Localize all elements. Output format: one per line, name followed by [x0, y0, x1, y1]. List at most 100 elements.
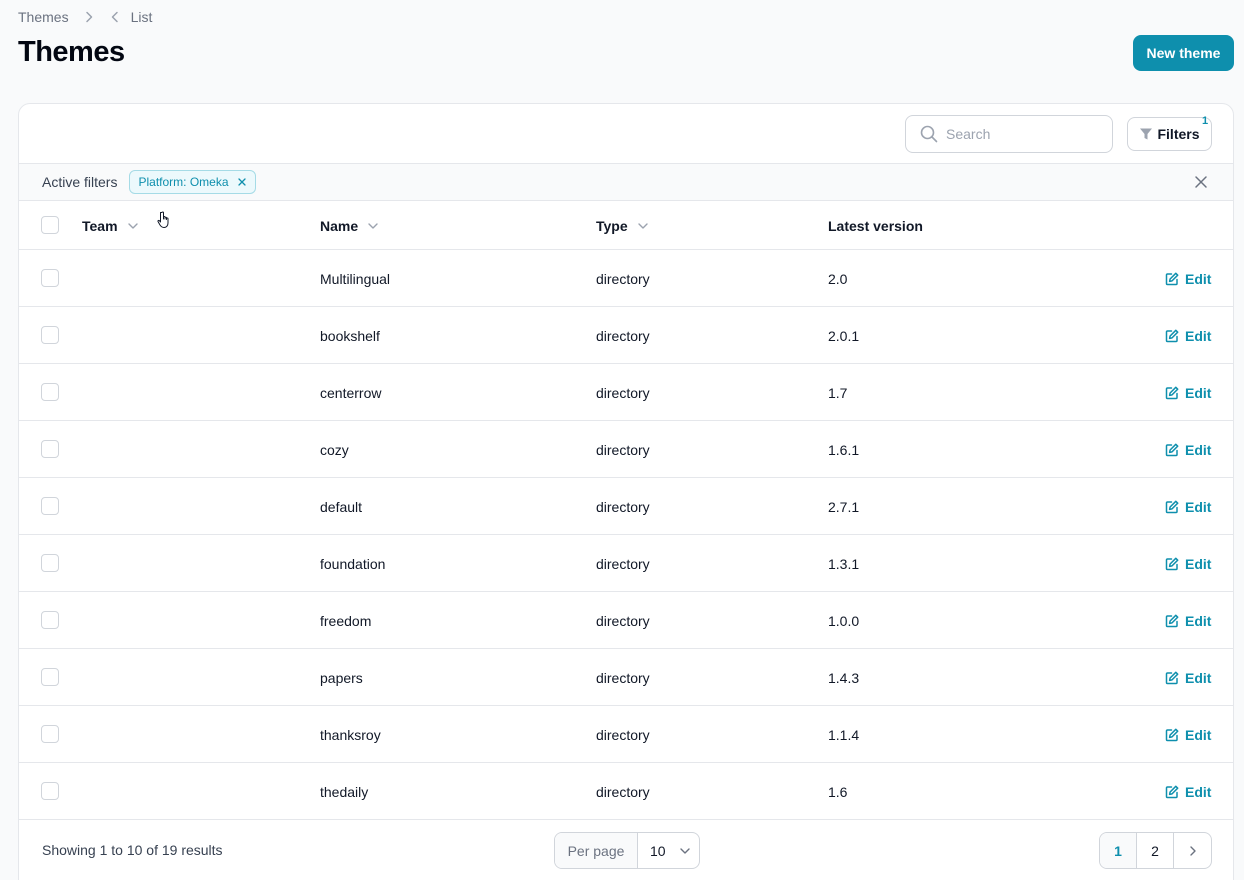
remove-filter-icon[interactable] [237, 177, 247, 187]
edit-label: Edit [1185, 270, 1212, 287]
edit-icon [1165, 386, 1179, 400]
table-header: Team Name Type Latest version [19, 201, 1233, 250]
edit-icon [1165, 443, 1179, 457]
cell-latest-version: 1.0.0 [828, 612, 860, 629]
cell-type: directory [596, 555, 650, 572]
cell-name: cozy [320, 441, 349, 458]
cell-latest-version: 1.1.4 [828, 726, 860, 743]
cell-type: directory [596, 384, 650, 401]
search-input[interactable] [946, 126, 1096, 142]
row-checkbox[interactable] [41, 554, 59, 572]
next-page-button[interactable] [1174, 833, 1211, 868]
page-1-button[interactable]: 1 [1100, 833, 1137, 868]
active-filters-label: Active filters [42, 174, 118, 190]
edit-link[interactable]: Edit [1165, 706, 1211, 763]
table-row: foundation directory 1.3.1 Edit [19, 535, 1233, 592]
cell-name: default [320, 498, 363, 515]
row-checkbox[interactable] [41, 782, 59, 800]
cell-latest-version: 1.6 [828, 783, 848, 800]
breadcrumb-current: List [130, 9, 153, 25]
breadcrumb: Themes List [18, 8, 152, 26]
edit-icon [1165, 614, 1179, 628]
hand-pointer-cursor-icon [157, 211, 173, 229]
select-all-checkbox[interactable] [41, 216, 59, 234]
per-page-select[interactable]: 10 [638, 833, 699, 868]
edit-link[interactable]: Edit [1165, 763, 1211, 820]
table-row: thedaily directory 1.6 Edit [19, 763, 1233, 820]
new-theme-button[interactable]: New theme [1133, 35, 1234, 71]
edit-label: Edit [1185, 612, 1212, 629]
edit-label: Edit [1185, 669, 1212, 686]
row-checkbox[interactable] [41, 725, 59, 743]
column-header-team: Team [82, 217, 118, 234]
filter-chip: Platform: Omeka [129, 170, 256, 194]
chevron-down-icon [678, 844, 692, 858]
chevron-down-icon [366, 219, 380, 233]
row-checkbox[interactable] [41, 668, 59, 686]
chevron-right-icon [1186, 844, 1200, 858]
column-header-latest-version: Latest version [828, 201, 923, 250]
pagination: 1 2 [1099, 832, 1212, 869]
themes-table-card: Filters 1 Active filters Platform: Omeka… [18, 103, 1234, 880]
edit-link[interactable]: Edit [1165, 364, 1211, 421]
page-title: Themes [18, 36, 125, 68]
table-row: Multilingual directory 2.0 Edit [19, 250, 1233, 307]
sort-name-header[interactable]: Name [320, 201, 380, 250]
cell-name: freedom [320, 612, 372, 629]
edit-icon [1165, 728, 1179, 742]
cell-type: directory [596, 327, 650, 344]
table-row: thanksroy directory 1.1.4 Edit [19, 706, 1233, 763]
edit-label: Edit [1185, 498, 1212, 515]
per-page-label: Per page [555, 833, 638, 868]
chevron-down-icon [126, 219, 140, 233]
per-page-value: 10 [650, 842, 666, 859]
edit-icon [1165, 329, 1179, 343]
results-summary: Showing 1 to 10 of 19 results [42, 842, 223, 858]
edit-link[interactable]: Edit [1165, 592, 1211, 649]
row-checkbox[interactable] [41, 326, 59, 344]
column-header-name: Name [320, 217, 359, 234]
filters-button[interactable]: Filters [1127, 117, 1212, 151]
active-filters-bar: Active filters Platform: Omeka [19, 164, 1233, 201]
edit-icon [1165, 500, 1179, 514]
cell-latest-version: 1.3.1 [828, 555, 860, 572]
edit-link[interactable]: Edit [1165, 649, 1211, 706]
table-body: Multilingual directory 2.0 Edit bookshelf dir… [19, 250, 1233, 820]
edit-label: Edit [1185, 384, 1212, 401]
cell-name: thedaily [320, 783, 369, 800]
edit-label: Edit [1185, 555, 1212, 572]
row-checkbox[interactable] [41, 497, 59, 515]
table-row: centerrow directory 1.7 Edit [19, 364, 1233, 421]
table-footer: Showing 1 to 10 of 19 results Per page 1… [19, 820, 1233, 880]
cell-name: bookshelf [320, 327, 380, 344]
edit-icon [1165, 272, 1179, 286]
filter-chip-label: Platform: Omeka [138, 175, 229, 189]
row-checkbox[interactable] [41, 440, 59, 458]
edit-link[interactable]: Edit [1165, 535, 1211, 592]
cell-name: thanksroy [320, 726, 381, 743]
sort-team-header[interactable]: Team [82, 201, 140, 250]
row-checkbox[interactable] [41, 269, 59, 287]
breadcrumb-themes-link[interactable]: Themes [18, 9, 69, 25]
edit-link[interactable]: Edit [1165, 421, 1211, 478]
chevron-left-icon [107, 9, 123, 25]
sort-type-header[interactable]: Type [596, 201, 650, 250]
cell-type: directory [596, 270, 650, 287]
cell-type: directory [596, 783, 650, 800]
per-page-control: Per page 10 [554, 832, 700, 869]
page-2-button[interactable]: 2 [1137, 833, 1174, 868]
search-icon [920, 125, 938, 143]
edit-link[interactable]: Edit [1165, 478, 1211, 535]
cell-type: directory [596, 669, 650, 686]
row-checkbox[interactable] [41, 383, 59, 401]
search-field[interactable] [905, 115, 1113, 153]
table-row: default directory 2.7.1 Edit [19, 478, 1233, 535]
cell-name: papers [320, 669, 363, 686]
clear-filters-icon[interactable] [1194, 175, 1208, 189]
edit-icon [1165, 671, 1179, 685]
row-checkbox[interactable] [41, 611, 59, 629]
edit-link[interactable]: Edit [1165, 307, 1211, 364]
table-row: freedom directory 1.0.0 Edit [19, 592, 1233, 649]
edit-link[interactable]: Edit [1165, 250, 1211, 307]
cell-type: directory [596, 726, 650, 743]
